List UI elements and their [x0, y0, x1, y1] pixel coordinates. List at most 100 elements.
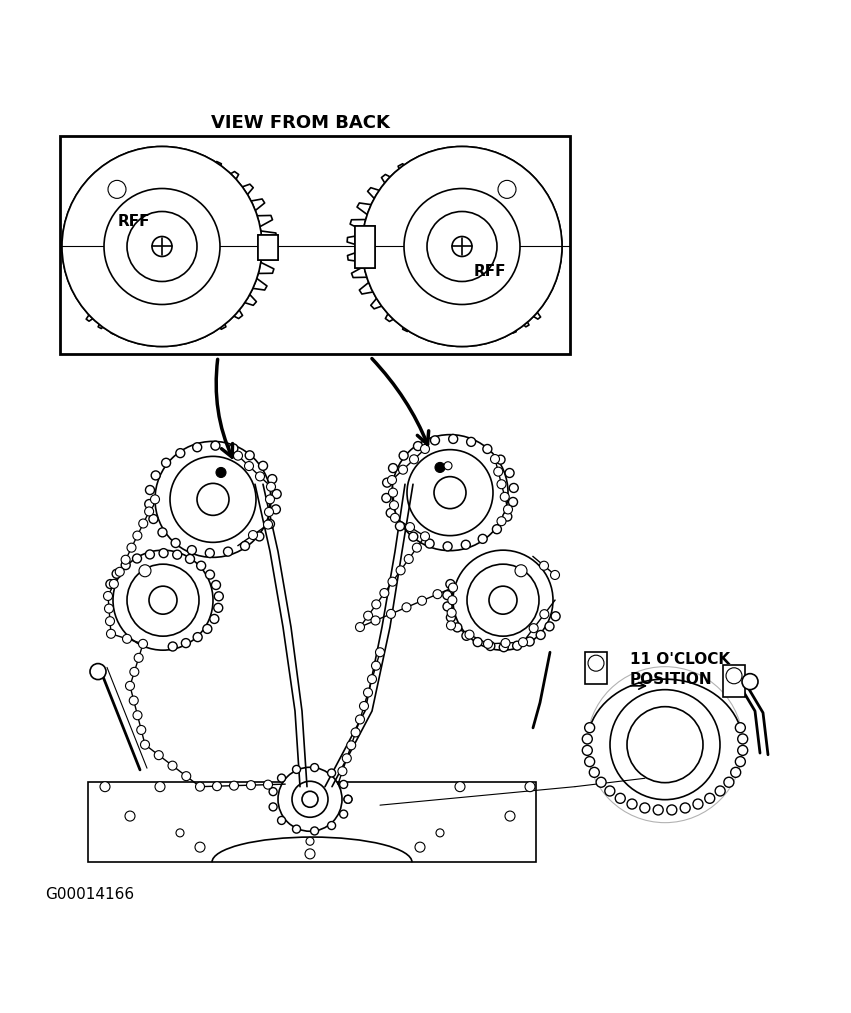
- Circle shape: [268, 475, 277, 483]
- Circle shape: [62, 147, 262, 346]
- Circle shape: [241, 541, 249, 550]
- Circle shape: [402, 603, 411, 612]
- Circle shape: [434, 477, 466, 509]
- Circle shape: [444, 462, 452, 470]
- Circle shape: [483, 639, 493, 648]
- Circle shape: [372, 661, 380, 671]
- Circle shape: [452, 236, 472, 256]
- Circle shape: [742, 674, 758, 690]
- Circle shape: [362, 147, 562, 346]
- Circle shape: [145, 506, 154, 516]
- Circle shape: [435, 463, 445, 472]
- Circle shape: [328, 822, 335, 830]
- Circle shape: [500, 492, 509, 501]
- Circle shape: [415, 842, 425, 852]
- Circle shape: [363, 688, 373, 697]
- Circle shape: [139, 519, 148, 528]
- Circle shape: [726, 668, 742, 684]
- Circle shape: [133, 531, 142, 540]
- Circle shape: [448, 596, 457, 605]
- Circle shape: [627, 707, 703, 783]
- Circle shape: [104, 592, 112, 601]
- Circle shape: [133, 554, 141, 563]
- Circle shape: [446, 579, 455, 589]
- Circle shape: [205, 570, 214, 579]
- Circle shape: [229, 444, 238, 453]
- Circle shape: [224, 547, 232, 556]
- Circle shape: [372, 600, 380, 609]
- Circle shape: [247, 781, 255, 790]
- Circle shape: [407, 450, 493, 536]
- Circle shape: [615, 793, 625, 803]
- Circle shape: [187, 546, 197, 554]
- Circle shape: [389, 464, 397, 473]
- Circle shape: [277, 774, 286, 782]
- Circle shape: [254, 532, 264, 541]
- Circle shape: [473, 637, 483, 646]
- Circle shape: [211, 441, 220, 450]
- Circle shape: [404, 188, 520, 305]
- Circle shape: [693, 799, 703, 809]
- Circle shape: [443, 542, 452, 551]
- Circle shape: [230, 781, 238, 790]
- Circle shape: [512, 641, 522, 650]
- Circle shape: [192, 443, 202, 452]
- Circle shape: [292, 781, 328, 817]
- Circle shape: [667, 805, 677, 814]
- Circle shape: [306, 838, 314, 845]
- Text: RFF: RFF: [474, 264, 506, 280]
- Circle shape: [170, 457, 256, 542]
- Circle shape: [443, 602, 452, 611]
- Circle shape: [431, 436, 439, 445]
- Circle shape: [90, 664, 106, 680]
- Circle shape: [505, 811, 515, 822]
- Circle shape: [420, 445, 430, 454]
- Circle shape: [105, 604, 113, 613]
- Circle shape: [585, 722, 595, 732]
- Circle shape: [277, 816, 286, 825]
- Circle shape: [264, 780, 272, 789]
- Circle shape: [159, 549, 168, 557]
- Circle shape: [293, 766, 300, 773]
- Circle shape: [447, 608, 456, 617]
- Circle shape: [196, 782, 204, 791]
- Circle shape: [433, 590, 442, 599]
- Circle shape: [112, 569, 121, 578]
- Circle shape: [259, 461, 267, 470]
- Circle shape: [255, 472, 265, 481]
- Circle shape: [127, 212, 197, 282]
- Circle shape: [409, 455, 419, 464]
- Circle shape: [212, 580, 220, 590]
- Circle shape: [134, 653, 143, 663]
- Circle shape: [391, 514, 399, 523]
- Circle shape: [529, 624, 538, 633]
- Circle shape: [452, 236, 472, 256]
- Circle shape: [418, 597, 426, 605]
- Circle shape: [426, 539, 434, 548]
- Circle shape: [133, 711, 142, 720]
- Circle shape: [146, 485, 155, 494]
- Circle shape: [610, 690, 720, 799]
- Circle shape: [735, 722, 745, 732]
- Circle shape: [540, 610, 549, 619]
- Circle shape: [478, 535, 487, 543]
- Circle shape: [735, 757, 745, 767]
- Circle shape: [168, 642, 177, 651]
- Circle shape: [340, 810, 348, 819]
- Circle shape: [448, 435, 458, 444]
- Circle shape: [589, 768, 599, 777]
- Circle shape: [129, 696, 138, 705]
- Circle shape: [605, 786, 614, 796]
- Circle shape: [104, 188, 220, 305]
- Circle shape: [269, 803, 277, 811]
- Text: RFF: RFF: [474, 264, 506, 280]
- Circle shape: [509, 483, 518, 492]
- Circle shape: [154, 751, 163, 760]
- Circle shape: [540, 561, 549, 570]
- Circle shape: [213, 782, 221, 791]
- Circle shape: [149, 587, 177, 614]
- Circle shape: [145, 499, 154, 509]
- Circle shape: [427, 212, 497, 282]
- Circle shape: [151, 471, 160, 480]
- Circle shape: [427, 212, 497, 282]
